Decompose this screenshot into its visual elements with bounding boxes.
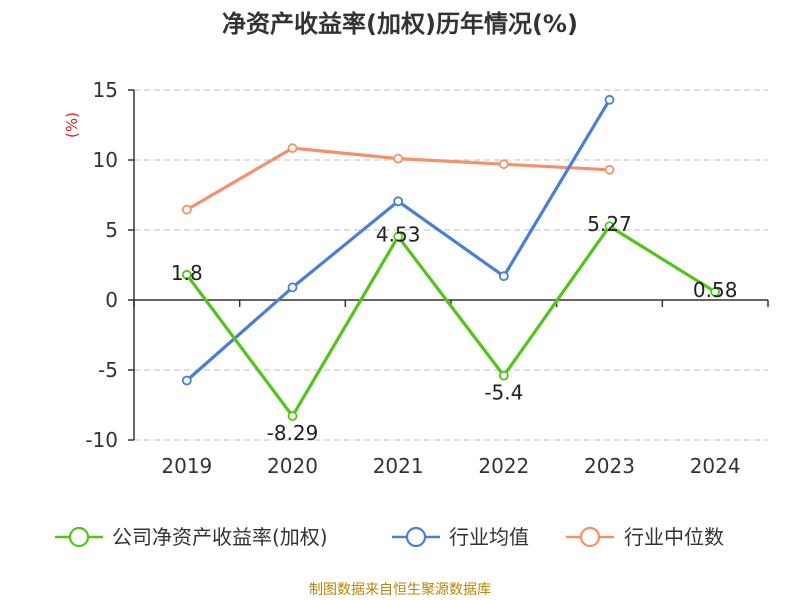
data-point [604, 164, 615, 175]
data-labels: 1.8 -8.29 4.53 -5.4 5.27 0.58 [171, 212, 738, 445]
legend-label: 行业中位数 [624, 525, 724, 549]
data-point [498, 271, 509, 282]
data-point [181, 269, 192, 280]
data-point [287, 143, 298, 154]
legend: 公司净资产收益率(加权) 行业均值 行业中位数 [55, 525, 724, 549]
data-point [287, 282, 298, 293]
y-tick-label: 5 [105, 218, 118, 242]
data-point [393, 231, 404, 242]
y-tick-label: -5 [98, 358, 118, 382]
data-point [498, 370, 509, 381]
y-tick-label: 0 [105, 288, 118, 312]
data-point [181, 204, 192, 215]
series-line-0 [185, 224, 717, 418]
chart-title: 净资产收益率(加权)历年情况(%) [222, 10, 578, 38]
x-tick-label: 2019 [161, 454, 212, 478]
data-point [393, 153, 404, 164]
series-lines [181, 94, 721, 421]
legend-swatch-marker [68, 526, 90, 548]
y-tick-label: 10 [93, 148, 118, 172]
x-tick-label: 2024 [690, 454, 741, 478]
x-tick-label: 2022 [478, 454, 529, 478]
grid [134, 89, 768, 441]
data-label: 0.58 [693, 278, 738, 302]
data-point [287, 411, 298, 421]
data-point [498, 159, 509, 170]
y-tick-label: -10 [85, 428, 118, 452]
data-label: -8.29 [267, 421, 319, 445]
data-point [604, 94, 615, 105]
data-label: -5.4 [484, 381, 523, 405]
y-axis-label: (%) [63, 112, 81, 138]
legend-swatch-marker [579, 526, 601, 548]
data-point [710, 286, 721, 297]
data-point [604, 221, 615, 232]
legend-swatch-marker [405, 526, 427, 548]
legend-label: 行业均值 [449, 525, 529, 549]
data-label: 5.27 [587, 212, 632, 236]
y-tick-label: 15 [93, 78, 118, 102]
data-label: 1.8 [171, 261, 203, 285]
y-axis-ticks: -10 -5 0 5 10 15 [85, 78, 118, 452]
x-axis-ticks: 2019 2020 2021 2022 2023 2024 [161, 454, 740, 478]
source-note: 制图数据来自恒生聚源数据库 [309, 582, 491, 598]
legend-label: 公司净资产收益率(加权) [112, 525, 328, 549]
axes [128, 89, 769, 441]
x-tick-label: 2023 [584, 454, 635, 478]
x-tick-label: 2021 [373, 454, 424, 478]
data-point [181, 375, 192, 386]
data-point [393, 196, 404, 207]
x-tick-label: 2020 [267, 454, 318, 478]
data-label: 4.53 [376, 223, 421, 247]
